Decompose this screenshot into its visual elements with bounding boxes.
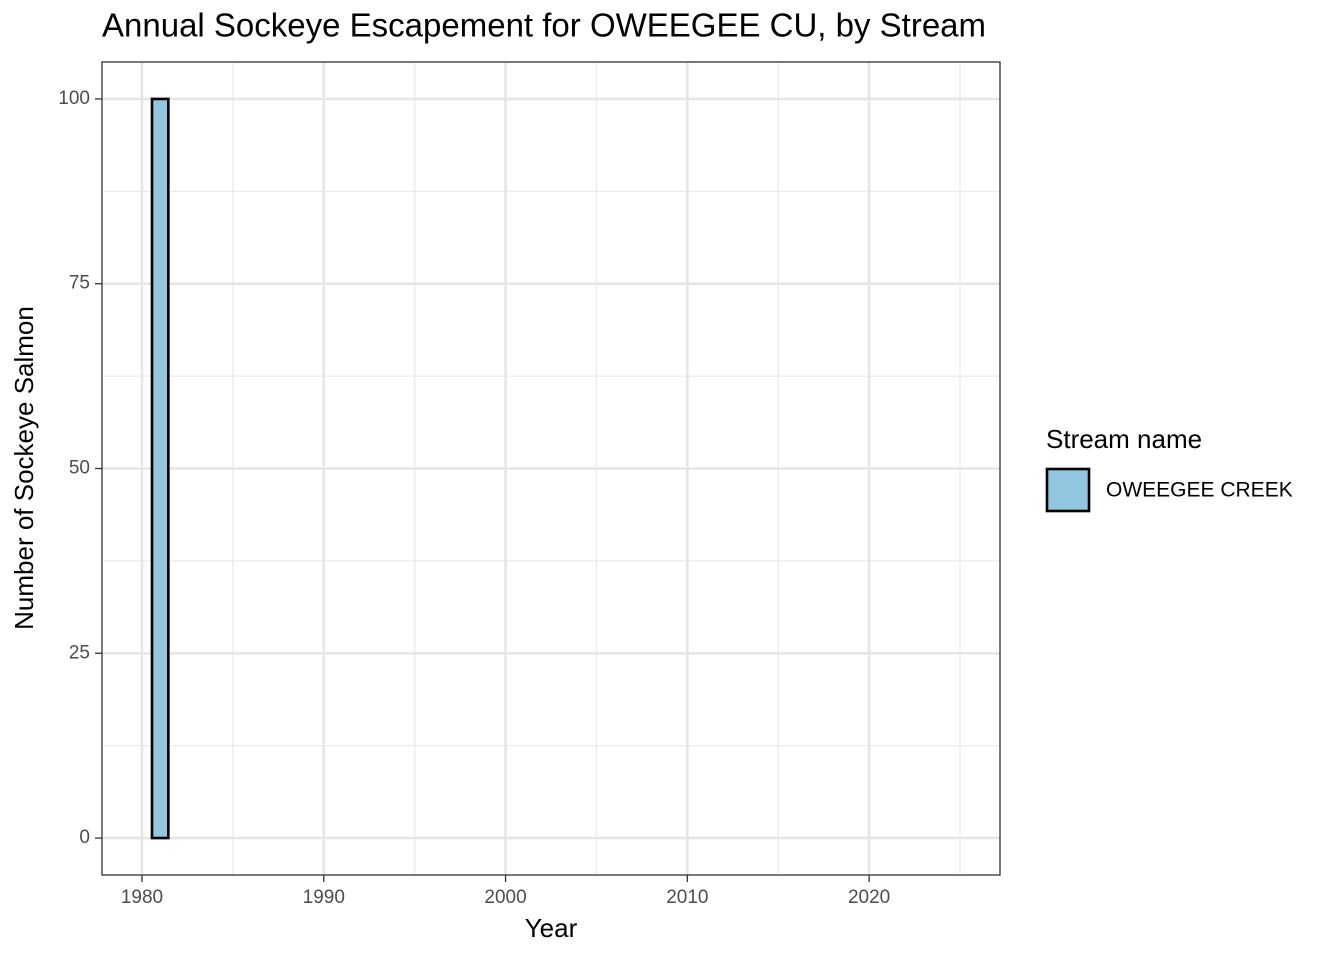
x-tick-label: 2000 bbox=[484, 887, 526, 908]
y-tick-label: 100 bbox=[58, 88, 90, 109]
chart-title: Annual Sockeye Escapement for OWEEGEE CU… bbox=[102, 7, 986, 44]
y-tick-label: 50 bbox=[69, 458, 90, 479]
x-axis-label: Year bbox=[525, 913, 578, 943]
grid bbox=[102, 62, 1000, 875]
x-tick-label: 2010 bbox=[666, 887, 708, 908]
y-tick-label: 75 bbox=[69, 273, 90, 294]
legend: OWEEGEE CREEK bbox=[1045, 467, 1293, 513]
legend-swatch bbox=[1045, 467, 1091, 513]
marks bbox=[150, 97, 170, 840]
x-tick-label: 1980 bbox=[121, 887, 163, 908]
legend-label: OWEEGEE CREEK bbox=[1106, 479, 1293, 502]
bar bbox=[150, 97, 170, 840]
legend-title: Stream name bbox=[1046, 424, 1202, 454]
y-tick-label: 25 bbox=[69, 642, 90, 663]
x-tick-label: 1990 bbox=[303, 887, 345, 908]
x-tick-label: 2020 bbox=[848, 887, 890, 908]
axes: 1980 1990 2000 2010 2020 0 25 50 75 100 bbox=[58, 88, 890, 908]
y-axis-label: Number of Sockeye Salmon bbox=[9, 306, 39, 630]
y-tick-label: 0 bbox=[79, 827, 90, 848]
